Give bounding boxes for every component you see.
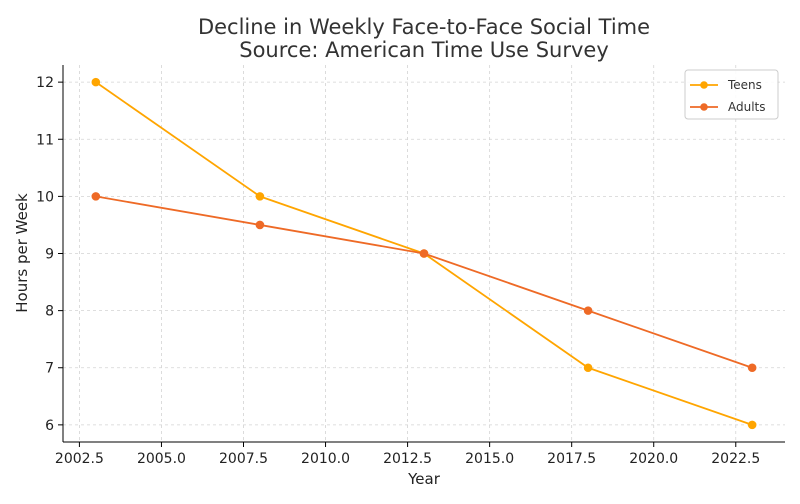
legend-swatch-marker — [700, 81, 708, 89]
data-point-adults — [583, 306, 593, 315]
x-tick-label: 2010.0 — [301, 451, 350, 467]
data-point-teens — [747, 420, 757, 430]
legend-item-teens: Teens — [690, 78, 762, 92]
y-tick-label: 6 — [45, 418, 54, 434]
data-point-teens — [583, 363, 593, 373]
series-adults — [91, 192, 757, 373]
x-tick-label: 2005.0 — [137, 451, 186, 467]
x-tick-label: 2017.5 — [547, 451, 596, 467]
y-tick-label: 7 — [45, 361, 54, 377]
legend-swatch-marker — [700, 103, 708, 111]
x-axis-label: Year — [407, 470, 441, 488]
legend-items: Teens Adults — [690, 78, 766, 114]
data-point-adults — [747, 363, 757, 373]
y-tick-label: 8 — [45, 304, 54, 320]
y-tick-label: 9 — [45, 247, 54, 263]
y-axis-label: Hours per Week — [13, 193, 31, 313]
x-axis-ticks: 2002.5 2005.0 2007.5 2010.0 2012.5 2015.0 2017… — [55, 442, 760, 467]
y-tick-label: 10 — [36, 189, 54, 205]
data-point-teens — [255, 192, 265, 201]
data-point-adults — [419, 249, 429, 258]
x-tick-label: 2020.0 — [629, 451, 678, 467]
x-tick-label: 2012.5 — [383, 451, 432, 467]
series — [91, 77, 757, 430]
data-point-teens — [91, 77, 101, 87]
legend-label: Teens — [727, 78, 762, 92]
x-tick-label: 2015.0 — [465, 451, 514, 467]
x-tick-label: 2022.5 — [711, 451, 760, 467]
legend-label: Adults — [728, 100, 766, 114]
y-axis-ticks: 6 7 8 9 10 11 12 — [36, 75, 63, 434]
legend: Teens Adults — [684, 69, 779, 120]
y-tick-label: 11 — [36, 132, 54, 148]
x-tick-label: 2002.5 — [55, 451, 104, 467]
grid — [63, 65, 785, 442]
data-point-adults — [255, 220, 265, 230]
data-point-adults — [91, 192, 101, 201]
chart-title-line-1: Decline in Weekly Face-to-Face Social Ti… — [198, 15, 650, 39]
x-tick-label: 2007.5 — [219, 451, 268, 467]
chart-title-line-2: Source: American Time Use Survey — [239, 38, 609, 62]
legend-item-adults: Adults — [690, 100, 766, 114]
y-tick-label: 12 — [36, 75, 54, 91]
